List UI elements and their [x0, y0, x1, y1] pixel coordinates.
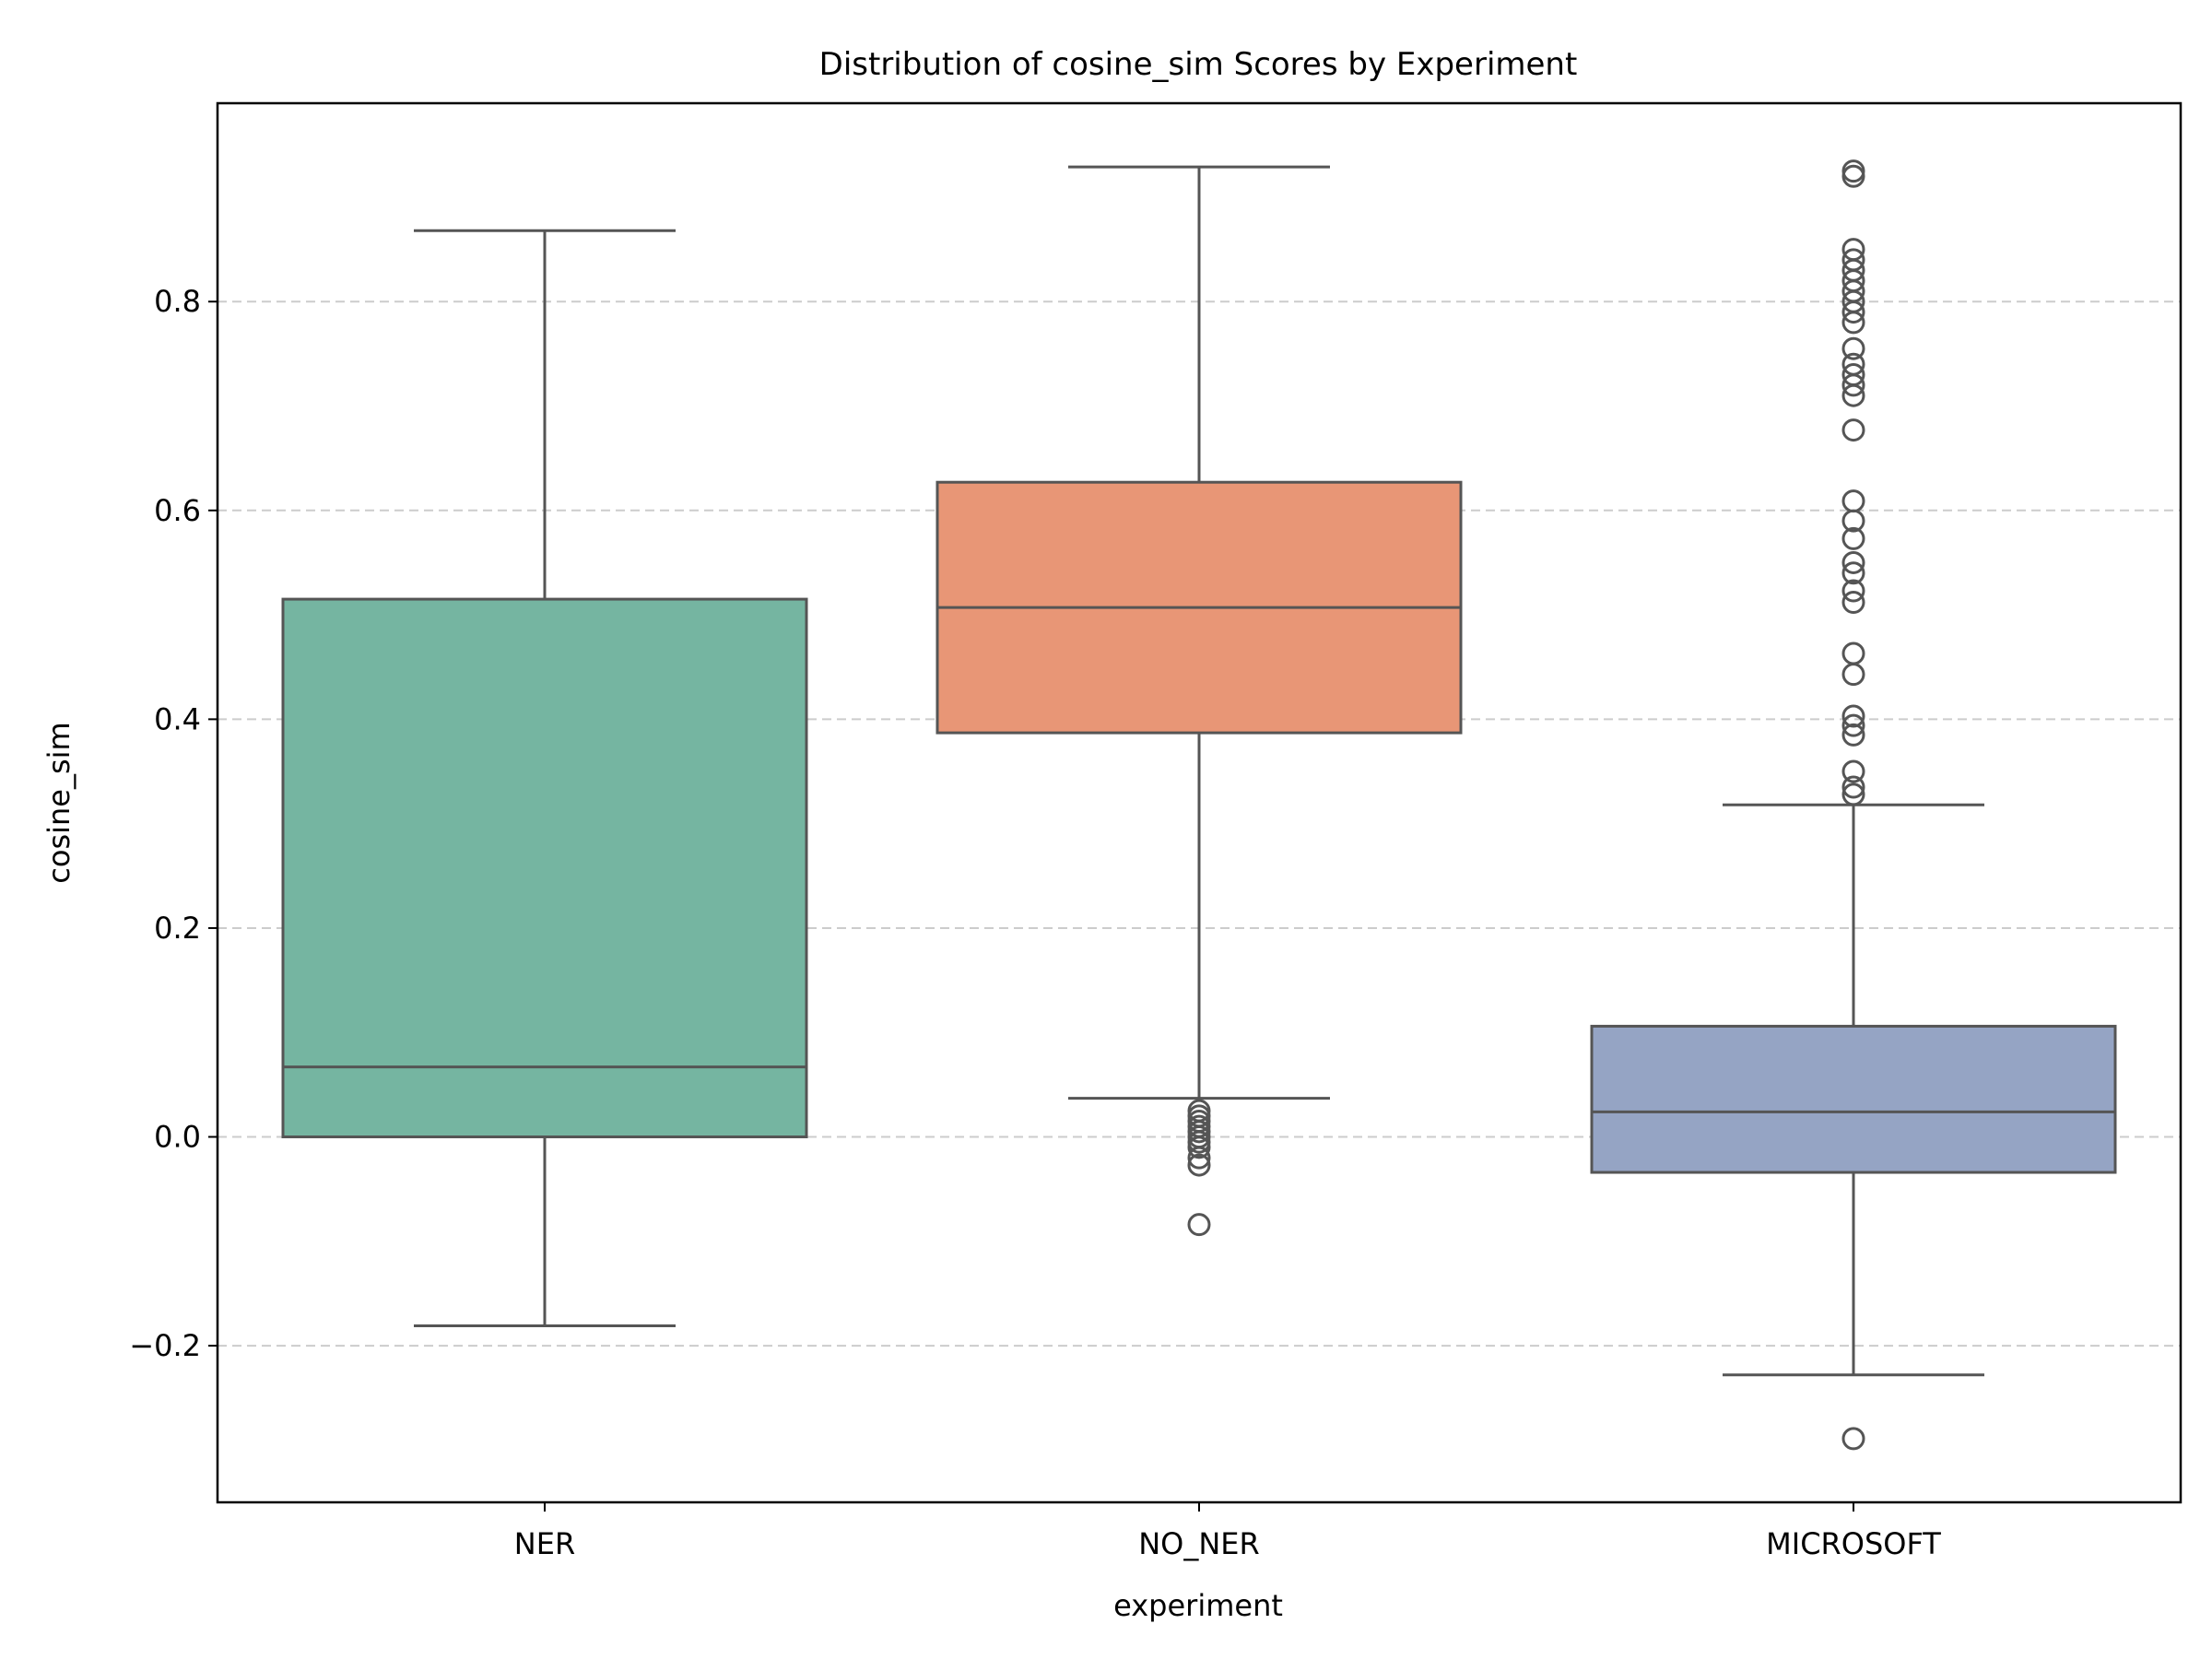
boxes [281, 165, 2117, 1377]
box-ner [281, 597, 808, 1139]
outlier-point [1841, 550, 1865, 574]
outlier-point [1841, 663, 1865, 687]
outlier-point [1841, 1427, 1865, 1451]
outlier-point [1841, 383, 1865, 407]
outlier-point [1841, 704, 1865, 728]
outlier-point [1841, 641, 1865, 665]
outlier-point [1841, 418, 1865, 442]
outlier-point [1187, 1146, 1211, 1170]
outlier-point [1841, 509, 1865, 533]
y-tick-label: 0.4 [154, 701, 201, 736]
outlier-point [1841, 336, 1865, 360]
outlier-point [1841, 489, 1865, 513]
outlier-point [1841, 373, 1865, 397]
outlier-point [1841, 311, 1865, 335]
outlier-point [1187, 1213, 1211, 1237]
y-tick-label: 0.0 [154, 1120, 201, 1155]
outlier-point [1841, 782, 1865, 806]
outlier-point [1841, 300, 1865, 324]
outlier-point [1841, 713, 1865, 737]
outlier-point [1841, 723, 1865, 747]
outlier-point [1841, 775, 1865, 799]
outlier-point [1187, 1153, 1211, 1177]
y-tick-label: 0.8 [154, 284, 201, 319]
chart-title: Distribution of cosine_sim Scores by Exp… [819, 46, 1578, 83]
y-axis-ticks: −0.2 0.0 0.2 0.4 0.6 0.8 [129, 284, 218, 1363]
outlier-point [1187, 1135, 1211, 1159]
x-tick-label: NER [514, 1526, 575, 1561]
y-tick-label: 0.2 [154, 911, 201, 946]
y-tick-label: 0.6 [154, 493, 201, 528]
box-microsoft [1590, 1024, 2117, 1174]
outlier-point [1841, 590, 1865, 614]
x-tick-label: NO_NER [1138, 1526, 1260, 1561]
y-tick-label: −0.2 [129, 1328, 201, 1363]
outlier-point [1841, 526, 1865, 550]
x-axis-label: experiment [1113, 1588, 1283, 1623]
outlier-point [1841, 164, 1865, 188]
outlier-point [1841, 579, 1865, 603]
y-axis-label: cosine_sim [41, 722, 76, 883]
x-tick-label: MICROSOFT [1766, 1526, 1941, 1561]
x-axis-ticks: NER NO_NER MICROSOFT [514, 1502, 1941, 1561]
outlier-points [1187, 159, 1865, 1451]
outlier-point [1841, 561, 1865, 585]
outlier-point [1841, 759, 1865, 783]
